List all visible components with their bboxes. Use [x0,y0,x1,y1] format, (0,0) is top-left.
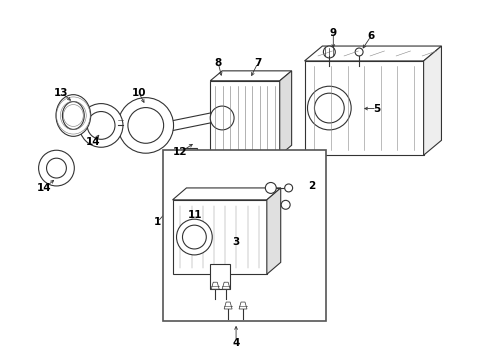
Circle shape [307,86,350,130]
Polygon shape [266,188,280,274]
Text: 2: 2 [307,181,314,191]
Polygon shape [210,71,291,81]
Circle shape [354,48,362,56]
Circle shape [182,225,206,249]
Text: 12: 12 [173,147,187,157]
Polygon shape [222,282,230,289]
Circle shape [314,93,344,123]
Circle shape [118,98,173,153]
Text: 10: 10 [131,88,146,98]
Text: 14: 14 [86,137,100,147]
Bar [210,81,279,155]
Text: 13: 13 [54,88,68,98]
Circle shape [79,104,122,147]
Text: 4: 4 [232,338,239,348]
Polygon shape [423,46,441,155]
Circle shape [265,183,276,193]
Text: 11: 11 [188,210,202,220]
Circle shape [176,219,212,255]
Text: 1: 1 [154,217,161,227]
Circle shape [284,184,292,192]
Bar [304,61,423,155]
Circle shape [87,112,115,139]
Text: 14: 14 [37,183,52,193]
Polygon shape [279,71,291,155]
Bar [172,200,266,274]
Polygon shape [211,282,219,289]
Polygon shape [224,302,232,309]
Circle shape [39,150,74,186]
Polygon shape [304,46,441,61]
Circle shape [128,108,163,143]
Text: 3: 3 [232,237,239,247]
Circle shape [323,46,335,58]
Bar [183,148,197,200]
Text: 8: 8 [214,58,222,68]
Bar [163,150,325,321]
Circle shape [46,158,66,178]
Ellipse shape [56,95,90,136]
Polygon shape [239,302,246,309]
Text: 5: 5 [372,104,380,113]
Text: 9: 9 [329,28,336,38]
Text: 7: 7 [254,58,261,68]
Text: 6: 6 [366,31,374,41]
Polygon shape [172,188,280,200]
Bar [210,264,230,289]
Circle shape [210,106,234,130]
Ellipse shape [62,102,84,129]
Circle shape [281,201,289,209]
